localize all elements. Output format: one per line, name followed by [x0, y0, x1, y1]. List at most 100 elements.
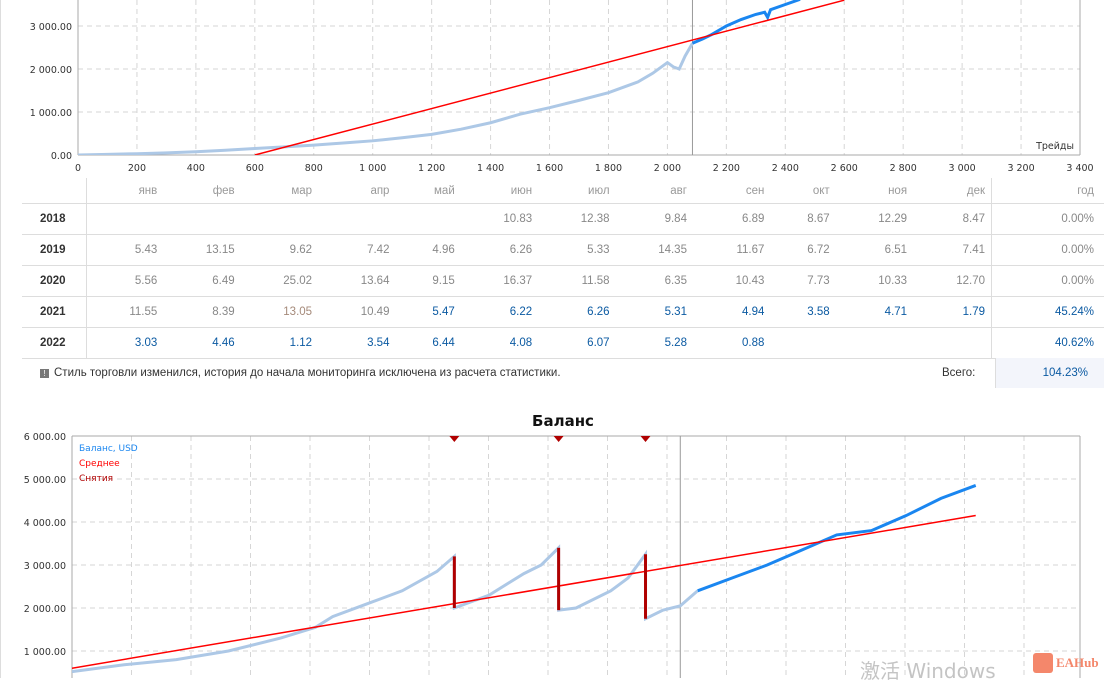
month-return-cell: 8.39	[163, 297, 240, 328]
month-return-cell	[87, 204, 164, 235]
month-return-cell: 13.05	[241, 297, 318, 328]
column-header: июн	[461, 178, 538, 204]
month-return-cell: 6.07	[538, 328, 615, 359]
month-return-cell: 10.49	[318, 297, 395, 328]
x-tick-label: 600	[246, 163, 264, 174]
note-text: Стиль торговли изменился, история до нач…	[54, 367, 561, 379]
x-tick-label: 2 200	[713, 163, 740, 174]
month-return-cell: 4.96	[395, 235, 460, 266]
month-return-cell	[836, 328, 913, 359]
month-return-cell	[770, 328, 835, 359]
average-line	[72, 516, 976, 669]
month-return-cell: 4.08	[461, 328, 538, 359]
column-header: авг	[616, 178, 693, 204]
x-tick-label: 200	[128, 163, 146, 174]
month-return-cell: 5.56	[87, 266, 164, 297]
brand-text: EAHub	[1056, 655, 1099, 670]
year-total-cell: 0.00%	[992, 266, 1104, 297]
year-cell: 2021	[22, 297, 87, 328]
x-tick-label: 1 400	[477, 163, 504, 174]
total-label: Всего:	[942, 367, 975, 379]
header-year-corner	[22, 178, 87, 204]
year-cell: 2019	[22, 235, 87, 266]
month-return-cell: 6.26	[538, 297, 615, 328]
legend-item: Снятия	[79, 474, 113, 484]
month-return-cell: 4.94	[693, 297, 770, 328]
month-return-cell: 1.79	[913, 297, 991, 328]
y-tick-label: 1 000.00	[24, 647, 66, 658]
legend-item: Среднее	[79, 459, 120, 469]
month-return-cell: 6.89	[693, 204, 770, 235]
month-return-cell: 7.41	[913, 235, 991, 266]
month-return-cell: 10.43	[693, 266, 770, 297]
month-return-cell: 11.67	[693, 235, 770, 266]
x-tick-label: 2 400	[772, 163, 799, 174]
month-return-cell: 6.44	[395, 328, 460, 359]
x-tick-label: 1 600	[536, 163, 563, 174]
month-return-cell: 6.35	[616, 266, 693, 297]
legend-item: Баланс, USD	[79, 444, 138, 454]
column-header: июл	[538, 178, 615, 204]
month-return-cell: 3.54	[318, 328, 395, 359]
month-return-cell: 13.15	[163, 235, 240, 266]
x-axis-label: Трейды	[1035, 141, 1074, 152]
column-header: год	[992, 178, 1104, 204]
chart-title: Баланс	[532, 412, 594, 430]
month-return-cell: 6.72	[770, 235, 835, 266]
year-total-cell: 40.62%	[992, 328, 1104, 359]
month-return-cell: 5.47	[395, 297, 460, 328]
month-return-cell: 12.38	[538, 204, 615, 235]
month-return-cell	[163, 204, 240, 235]
month-return-cell: 5.33	[538, 235, 615, 266]
month-return-cell: 6.26	[461, 235, 538, 266]
column-header: фев	[163, 178, 240, 204]
x-tick-label: 2 600	[831, 163, 858, 174]
month-return-cell: 4.46	[163, 328, 240, 359]
column-header: дек	[913, 178, 991, 204]
month-return-cell: 12.70	[913, 266, 991, 297]
month-return-cell: 7.42	[318, 235, 395, 266]
month-return-cell: 6.49	[163, 266, 240, 297]
year-cell: 2018	[22, 204, 87, 235]
x-tick-label: 3 200	[1007, 163, 1034, 174]
y-tick-label: 3 000.00	[24, 561, 66, 572]
month-return-cell: 7.73	[770, 266, 835, 297]
column-header: янв	[87, 178, 164, 204]
x-tick-label: 3 000	[949, 163, 976, 174]
month-return-cell: 14.35	[616, 235, 693, 266]
y-tick-label: 3 000.00	[30, 22, 72, 33]
y-tick-label: 2 000.00	[24, 604, 66, 615]
series-group	[72, 485, 976, 671]
month-return-cell: 3.03	[87, 328, 164, 359]
month-return-cell: 11.55	[87, 297, 164, 328]
windows-activation-watermark: 激活 Windows	[860, 655, 996, 684]
withdrawal-marker-icon	[641, 436, 651, 442]
month-return-cell: 5.31	[616, 297, 693, 328]
month-return-cell: 10.83	[461, 204, 538, 235]
x-tick-label: 1 800	[595, 163, 622, 174]
month-return-cell: 9.62	[241, 235, 318, 266]
year-total-cell: 0.00%	[992, 204, 1104, 235]
month-return-cell: 25.02	[241, 266, 318, 297]
month-return-cell	[318, 204, 395, 235]
table-footer: ! Стиль торговли изменился, история до на…	[22, 358, 1104, 388]
column-header: апр	[318, 178, 395, 204]
column-header: мар	[241, 178, 318, 204]
month-return-cell: 0.88	[693, 328, 770, 359]
x-tick-label: 3 400	[1066, 163, 1093, 174]
month-return-cell: 4.71	[836, 297, 913, 328]
month-return-cell: 5.43	[87, 235, 164, 266]
y-tick-label: 1 000.00	[30, 108, 72, 119]
info-icon: !	[40, 369, 49, 378]
month-return-cell: 10.33	[836, 266, 913, 297]
month-return-cell: 8.47	[913, 204, 991, 235]
y-tick-label: 2 000.00	[30, 65, 72, 76]
column-header: ноя	[836, 178, 913, 204]
x-tick-label: 400	[187, 163, 205, 174]
month-return-cell: 11.58	[538, 266, 615, 297]
